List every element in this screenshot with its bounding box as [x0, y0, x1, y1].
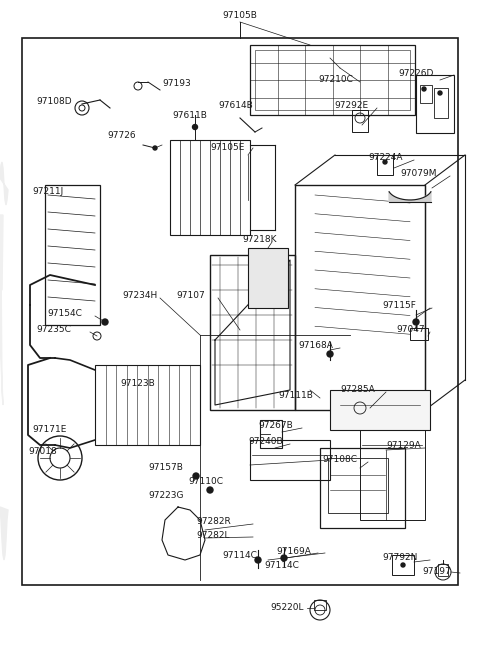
Text: 97224A: 97224A — [368, 154, 403, 163]
Bar — [420, 85, 432, 103]
Circle shape — [422, 87, 426, 91]
Text: 97614B: 97614B — [218, 101, 253, 110]
Text: 97114C: 97114C — [264, 561, 299, 570]
Bar — [170, 140, 250, 235]
Bar — [250, 45, 415, 115]
Text: 97726: 97726 — [107, 132, 136, 141]
Bar — [416, 75, 454, 133]
Text: 97223G: 97223G — [148, 490, 183, 499]
Circle shape — [383, 160, 387, 164]
Text: 97282L: 97282L — [196, 530, 229, 539]
Bar — [352, 110, 368, 132]
Text: 97108C: 97108C — [322, 455, 357, 464]
Circle shape — [102, 319, 108, 325]
Text: 97047: 97047 — [396, 326, 425, 335]
Text: 97018: 97018 — [28, 448, 57, 457]
Polygon shape — [0, 260, 3, 405]
Text: 97110C: 97110C — [188, 477, 223, 486]
Text: 97240B: 97240B — [248, 437, 283, 446]
Circle shape — [153, 146, 157, 150]
Text: 97218K: 97218K — [242, 235, 276, 244]
Bar — [320, 448, 405, 528]
Text: 97211J: 97211J — [32, 188, 63, 197]
Text: 97111B: 97111B — [278, 392, 313, 401]
Bar — [410, 328, 428, 340]
Bar — [434, 88, 448, 118]
Text: 97171E: 97171E — [32, 426, 66, 435]
Circle shape — [207, 487, 213, 493]
Bar — [392, 555, 414, 575]
Text: 97079M: 97079M — [400, 170, 436, 179]
Bar — [360, 430, 425, 520]
Circle shape — [401, 563, 405, 567]
Bar — [248, 248, 288, 308]
Bar — [330, 390, 430, 430]
Text: 97129A: 97129A — [386, 441, 421, 450]
Bar — [22, 38, 458, 585]
Bar — [95, 365, 200, 445]
Text: 97210C: 97210C — [318, 75, 353, 84]
Bar — [260, 420, 282, 448]
Text: 97234H: 97234H — [122, 292, 157, 301]
Text: 97114C: 97114C — [222, 551, 257, 561]
Circle shape — [255, 557, 261, 563]
Polygon shape — [0, 162, 8, 205]
Text: 97105B: 97105B — [223, 12, 257, 21]
Polygon shape — [0, 215, 3, 290]
Bar — [255, 50, 410, 110]
Text: 97107: 97107 — [176, 292, 205, 301]
Circle shape — [413, 319, 419, 325]
Bar — [438, 564, 448, 576]
Circle shape — [281, 555, 287, 561]
Text: 97792N: 97792N — [382, 553, 418, 562]
Text: 97235C: 97235C — [36, 326, 71, 335]
Circle shape — [192, 124, 197, 130]
Text: 97285A: 97285A — [340, 386, 375, 395]
Text: 97168A: 97168A — [298, 341, 333, 350]
Bar — [328, 458, 388, 513]
Bar — [210, 255, 295, 410]
Bar — [314, 600, 326, 610]
Text: 97193: 97193 — [162, 79, 191, 88]
Polygon shape — [0, 507, 8, 560]
Text: 97226D: 97226D — [398, 68, 433, 77]
Text: 97157B: 97157B — [148, 464, 183, 473]
Text: 97292E: 97292E — [334, 101, 368, 110]
Text: 97115F: 97115F — [382, 301, 416, 310]
Circle shape — [193, 473, 199, 479]
Text: 97123B: 97123B — [120, 379, 155, 388]
Text: 97169A: 97169A — [276, 546, 311, 555]
Circle shape — [438, 91, 442, 95]
Text: 97105E: 97105E — [210, 143, 244, 152]
Bar — [295, 185, 425, 410]
Text: 97267B: 97267B — [258, 421, 293, 430]
Text: 95220L: 95220L — [270, 602, 303, 611]
Text: 97282R: 97282R — [196, 517, 231, 526]
Text: 97611B: 97611B — [172, 112, 207, 121]
Bar — [45, 185, 100, 325]
Text: 97108D: 97108D — [36, 97, 72, 106]
Bar — [250, 440, 330, 480]
Circle shape — [327, 351, 333, 357]
Text: 97197: 97197 — [422, 566, 451, 575]
Text: 97154C: 97154C — [47, 310, 82, 319]
Polygon shape — [389, 192, 431, 202]
Bar — [377, 155, 393, 175]
